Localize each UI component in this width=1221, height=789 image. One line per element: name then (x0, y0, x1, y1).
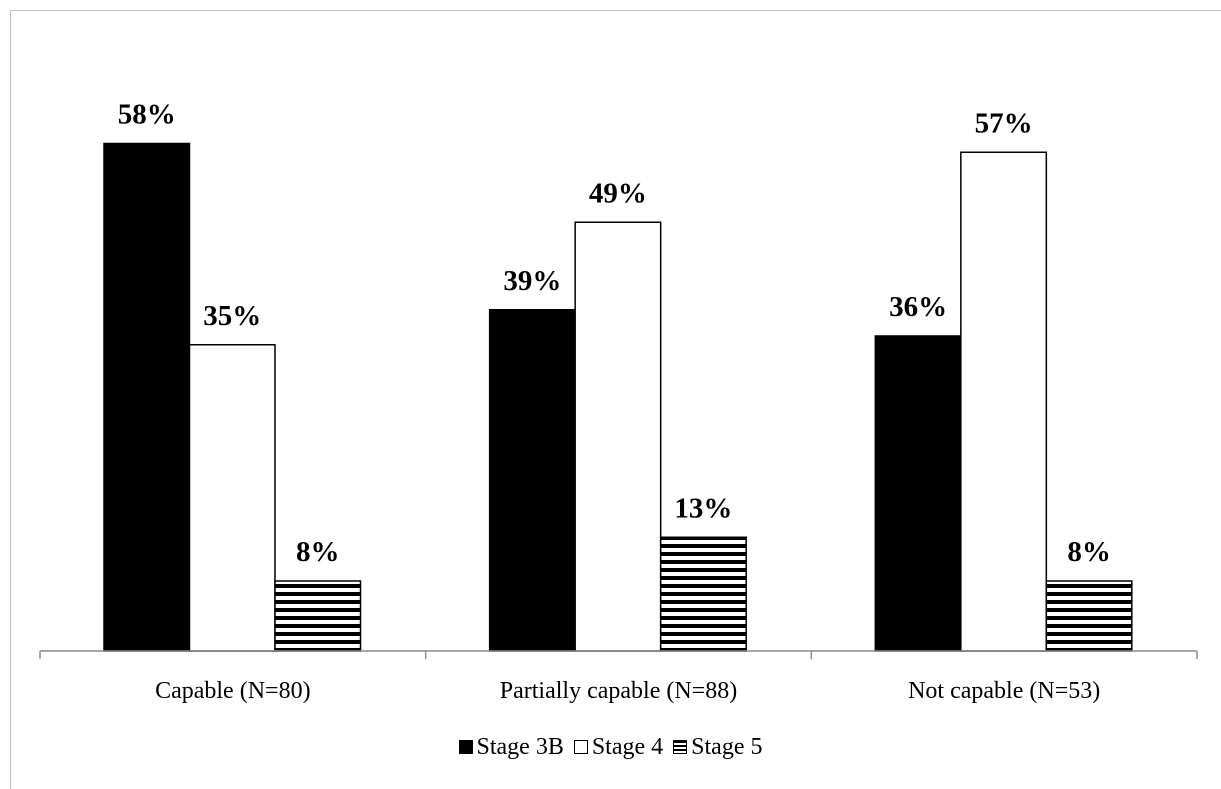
x-tick-label: Partially capable (N=88) (500, 678, 737, 704)
legend-swatch-empty (573, 740, 588, 754)
data-label: 13% (674, 492, 732, 524)
data-label: 35% (203, 300, 261, 332)
data-label: 8% (1067, 536, 1111, 568)
legend-item-stage-4: Stage 4 (573, 733, 664, 761)
legend-swatch-solid (458, 740, 473, 754)
data-label: 36% (889, 291, 947, 323)
data-label: 39% (503, 265, 561, 297)
chart-legend: Stage 3B Stage 4 Stage 5 (0, 730, 1221, 764)
bar-stage-3b-1 (488, 309, 576, 652)
legend-label: Stage 3B (476, 733, 564, 760)
bar-stage-3b-0 (103, 142, 191, 652)
legend-label: Stage 4 (591, 733, 664, 760)
data-label: 8% (296, 536, 340, 568)
data-label: 49% (589, 177, 647, 209)
bar-stage-4-1 (574, 221, 662, 652)
bar-stage-5-2 (1045, 580, 1133, 652)
legend-label: Stage 5 (691, 733, 763, 760)
bar-stage-4-2 (960, 151, 1048, 652)
bar-stage-5-0 (274, 580, 362, 652)
bar-stage-4-0 (188, 344, 276, 652)
legend-item-stage-3b: Stage 3B (458, 733, 564, 761)
data-label: 57% (975, 107, 1033, 139)
bar-stage-5-1 (659, 536, 747, 652)
x-tick-label: Capable (N=80) (155, 678, 310, 704)
legend-swatch-striped (673, 740, 688, 754)
x-tick-label: Not capable (N=53) (908, 678, 1100, 704)
data-label: 58% (118, 99, 176, 131)
bar-stage-3b-2 (874, 335, 962, 652)
legend-item-stage-5: Stage 5 (673, 734, 762, 761)
